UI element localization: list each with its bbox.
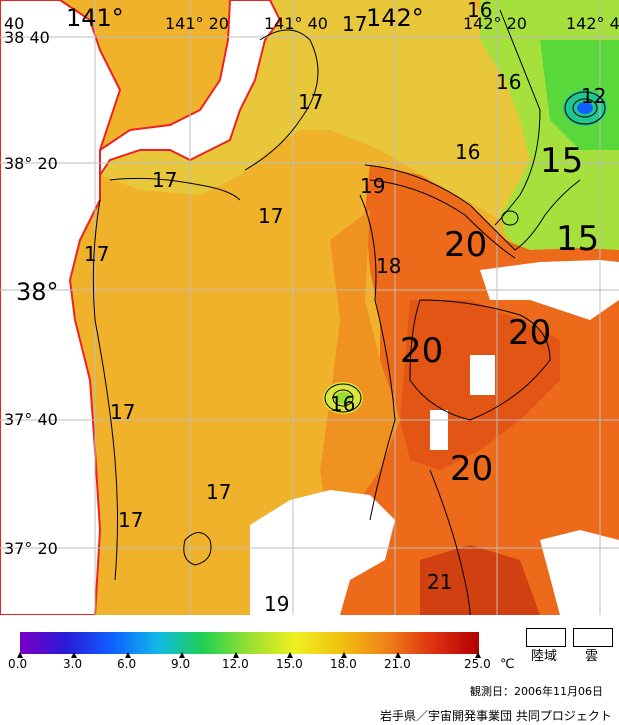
isotherm-label: 18 [376, 254, 402, 278]
isotherm-label: 17 [298, 90, 324, 114]
isotherm-label: 17 [118, 508, 144, 532]
colorbar-tick-label: 6.0 [117, 657, 137, 671]
land-peninsula [99, 0, 282, 179]
isotherm-label: 20 [508, 313, 552, 353]
sea-transition [320, 210, 400, 540]
isotherm-label: 21 [427, 570, 453, 594]
colorbar-tick-label: 9.0 [171, 657, 191, 671]
isotherm-label: 16 [455, 140, 481, 164]
colorbar-tick-label: 0.0 [8, 657, 28, 671]
colorbar-tick-label: 12.0 [222, 657, 249, 671]
colorbar-tick-label: 18.0 [330, 657, 357, 671]
colorbar-tick-marks [17, 652, 481, 658]
isotherm-label: 20 [444, 225, 488, 265]
lon-label-141-40: 141° 40 [264, 14, 328, 33]
isotherm-label: 17 [206, 480, 232, 504]
colorbar-tick-label: 21.0 [384, 657, 411, 671]
colorbar-tick-label: 25.0 [464, 657, 491, 671]
contours [92, 9, 606, 615]
graticule [0, 0, 619, 615]
lon-label-142: 142° [366, 4, 424, 32]
lon-label-141-20: 141° 20 [165, 14, 229, 33]
colorbar-tick-label: 15.0 [276, 657, 303, 671]
isotherm-label: 16 [467, 0, 493, 22]
land-legend-swatch [526, 628, 566, 647]
lon-label-142-20: 142° 20 [463, 14, 527, 33]
lat-label-37-20: 37° 20 [4, 539, 58, 558]
colorbar-unit: ℃ [500, 657, 515, 672]
isotherm-label: 17 [84, 242, 110, 266]
isotherm-label: 16 [496, 70, 522, 94]
cloud-legend-label: 雲 [585, 649, 599, 664]
temperature-colorbar [20, 632, 479, 654]
isotherm-label: 16 [330, 392, 356, 416]
lat-label-38-20: 38° 20 [4, 154, 58, 173]
lat-label-37-40: 37° 40 [4, 410, 58, 429]
isotherm-label: 19 [264, 592, 290, 616]
lon-label-40-left: 40 [4, 14, 25, 33]
sea-surface-temperature-map [0, 0, 619, 615]
credit-text: 岩手県／宇宙開発事業団 共同プロジェクト [380, 709, 612, 723]
isotherm-label: 15 [556, 219, 600, 259]
isotherm-label: 20 [400, 331, 444, 371]
isotherm-label: 17 [110, 400, 136, 424]
sea-north-yellow [100, 0, 540, 220]
cloud-southeast [540, 530, 619, 615]
isotherm-label: 17 [258, 204, 284, 228]
isotherm-label: 17 [342, 12, 368, 36]
cloud-legend-swatch [573, 628, 613, 647]
cloud-center [250, 490, 395, 615]
observation-date: 観測日：2006年11月06日 [470, 685, 603, 698]
lon-label-142-4: 142° 4 [566, 14, 619, 33]
isotherm-label: 20 [450, 449, 494, 489]
colorbar-tick-label: 3.0 [63, 657, 83, 671]
isotherm-label: 15 [540, 141, 584, 181]
lat-label-38-40: 38 40 [4, 28, 50, 47]
land-legend-label: 陸域 [531, 649, 558, 664]
lon-label-141: 141° [66, 4, 124, 32]
sea-warmest [420, 545, 540, 615]
lat-label-38: 38° [16, 278, 59, 306]
land-honshu [0, 0, 122, 615]
isotherm-label: 12 [581, 84, 607, 108]
isotherm-label: 17 [152, 168, 178, 192]
isotherm-label: 19 [360, 174, 386, 198]
